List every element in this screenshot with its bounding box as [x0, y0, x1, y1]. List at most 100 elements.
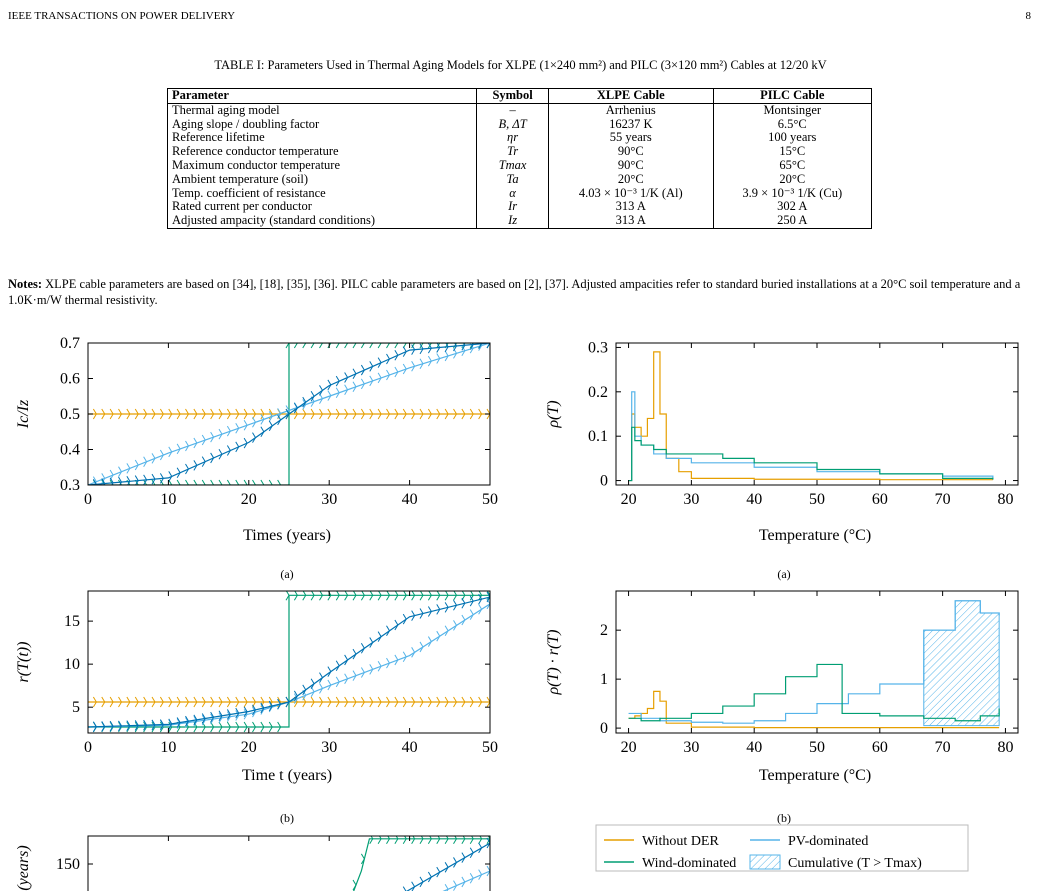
series-marker	[352, 343, 357, 349]
table-row: Maximum conductor temperature Tmax 90°C 65°…	[166, 158, 873, 173]
series-marker	[369, 591, 374, 601]
series-marker	[352, 696, 357, 708]
series-marker	[243, 709, 248, 720]
series-marker	[243, 721, 248, 733]
series-marker	[427, 408, 432, 420]
series-marker	[453, 408, 458, 420]
series-marker	[159, 408, 164, 420]
series-marker	[243, 479, 248, 485]
series-marker	[310, 686, 315, 698]
series-marker	[469, 847, 474, 858]
y-axis-label: ρ(T)	[545, 400, 562, 428]
series-marker	[486, 408, 490, 420]
series-marker	[319, 696, 324, 708]
series-marker	[185, 696, 190, 708]
series-marker	[92, 476, 97, 485]
series-marker	[419, 358, 424, 369]
series-marker	[327, 666, 332, 677]
series-marker	[302, 408, 307, 420]
series-line	[628, 600, 1000, 724]
series-marker	[101, 696, 106, 708]
x-tick-label: 20	[621, 739, 637, 756]
series-marker	[335, 696, 340, 708]
table-row: Aging slope / doubling factor B, ΔT 16237 …	[166, 117, 873, 132]
series-marker	[419, 641, 424, 653]
x-tick-label: 70	[935, 739, 951, 756]
table-cell: 15°C	[713, 144, 873, 159]
series-marker	[461, 836, 466, 845]
series-marker	[302, 343, 307, 349]
series-marker	[344, 372, 349, 383]
series-marker	[377, 631, 382, 642]
series-marker	[260, 704, 265, 715]
series-marker	[377, 372, 382, 384]
series-marker	[394, 591, 399, 601]
series-marker	[344, 384, 349, 395]
table-row: Temp. coefficient of resistance α 4.03 × 1…	[166, 186, 873, 201]
x-tick-label: 80	[997, 491, 1013, 508]
x-tick-label: 50	[482, 491, 498, 508]
x-tick-label: 30	[321, 739, 337, 756]
series-marker	[453, 591, 458, 601]
series-marker	[453, 857, 458, 868]
series-marker	[469, 873, 474, 884]
series-marker	[377, 660, 382, 672]
series-marker	[201, 714, 206, 726]
series-marker	[394, 836, 399, 845]
series-marker	[478, 591, 483, 601]
series-marker	[176, 479, 181, 485]
series-marker	[310, 591, 315, 601]
x-tick-label: 60	[872, 491, 888, 508]
series-marker	[360, 378, 365, 390]
series-marker	[444, 625, 449, 637]
series-marker	[352, 381, 357, 393]
table-cell: 100 years	[713, 131, 873, 146]
series-marker	[134, 720, 139, 731]
series-marker	[92, 696, 97, 708]
series-marker	[218, 448, 223, 460]
x-tick-label: 20	[621, 491, 637, 508]
series-marker	[151, 473, 156, 485]
legend-label: Without DER	[642, 834, 719, 849]
subfigure-caption: (b)	[280, 811, 294, 825]
series-marker	[461, 345, 466, 357]
series-marker	[151, 696, 156, 708]
series-marker	[201, 408, 206, 420]
parameters-table: Parameter Symbol XLPE Cable PILC Cable T…	[166, 88, 873, 229]
series-marker	[285, 408, 290, 420]
table-cell: 313 A	[548, 200, 714, 215]
series-marker	[486, 696, 490, 708]
series-marker	[118, 696, 123, 708]
series-marker	[310, 678, 315, 689]
series-marker	[252, 417, 257, 428]
series-marker	[252, 706, 257, 718]
series-marker	[402, 363, 407, 375]
table-cell: 3.9 × 10⁻³ 1/K (Cu)	[713, 186, 873, 201]
series-marker	[427, 343, 432, 354]
series-marker	[168, 479, 173, 485]
table-cell: 90°C	[548, 158, 714, 173]
series-marker	[235, 408, 240, 420]
series-marker	[134, 479, 139, 485]
series-marker	[235, 441, 240, 453]
series-marker	[419, 696, 424, 708]
series-marker	[118, 408, 123, 420]
series-marker	[394, 408, 399, 420]
series-marker	[118, 466, 123, 477]
series-marker	[143, 721, 148, 733]
x-tick-label: 10	[160, 491, 176, 508]
series-marker	[335, 343, 340, 349]
series-marker	[427, 591, 432, 601]
series-marker	[243, 706, 248, 718]
series-marker	[168, 718, 173, 730]
x-tick-label: 50	[809, 491, 825, 508]
table-cell: 4.03 × 10⁻³ 1/K (Al)	[548, 186, 714, 201]
series-marker	[419, 608, 424, 619]
column-header: XLPE Cable	[548, 88, 714, 104]
table-header-row: Parameter Symbol XLPE Cable PILC Cable	[166, 88, 873, 104]
series-marker	[235, 479, 240, 485]
column-header: PILC Cable	[713, 88, 873, 104]
series-marker	[469, 343, 474, 349]
series-marker	[218, 696, 223, 708]
